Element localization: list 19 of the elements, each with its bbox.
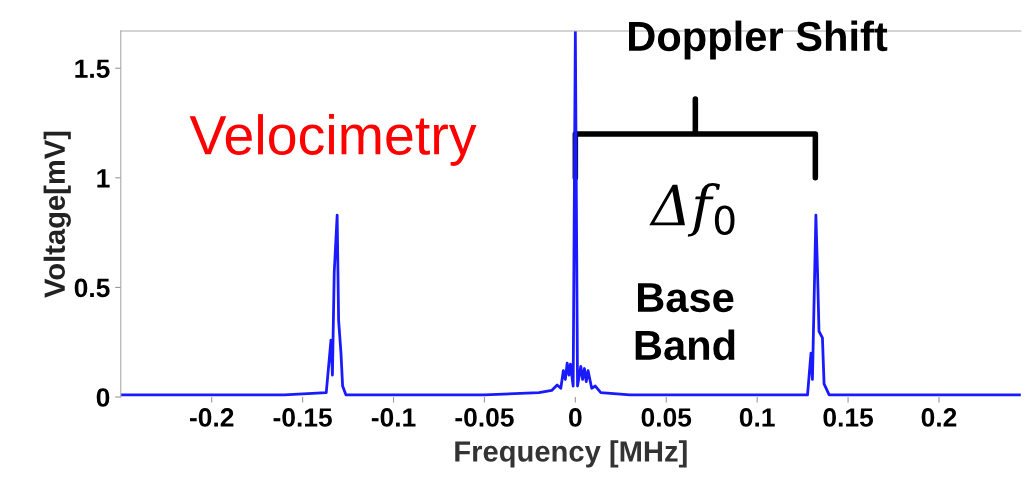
- x-axis-title: Frequency [MHz]: [455, 440, 687, 468]
- annotation: Velocimetry: [189, 114, 477, 166]
- y-tick-label: 1: [97, 169, 110, 188]
- x-tick-label: -0.1: [371, 408, 416, 427]
- y-tick-label: 1.5: [75, 59, 110, 79]
- x-tick-label: 0: [569, 408, 582, 427]
- x-tick-label: -0.05: [455, 408, 514, 427]
- x-tick-label: -0.15: [273, 408, 332, 427]
- annotation: Doppler Shift: [629, 20, 888, 60]
- x-tick-label: -0.2: [190, 408, 234, 427]
- y-tick-label: 0: [96, 388, 110, 407]
- annotation: Base Band: [635, 283, 735, 361]
- y-tick-label: 0.5: [74, 278, 110, 298]
- y-axis-title: Voltage[mV]: [43, 131, 71, 298]
- annotation: Δf$_{0}$: [649, 183, 735, 237]
- x-tick-label: 0.05: [641, 408, 692, 427]
- x-tick-label: 0.15: [823, 408, 874, 427]
- x-tick-label: 0.2: [921, 408, 957, 427]
- x-tick-label: 0.1: [739, 408, 775, 427]
